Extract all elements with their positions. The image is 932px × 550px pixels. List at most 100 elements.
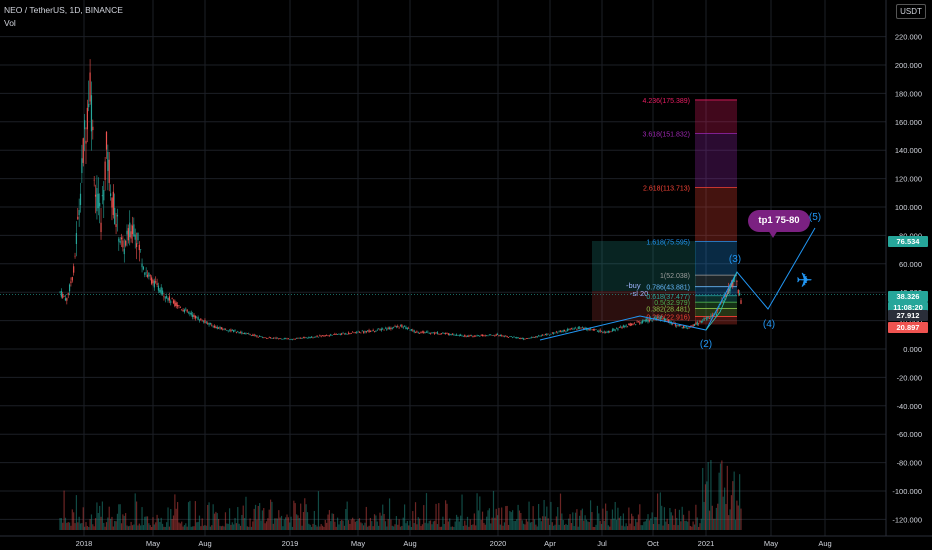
candle-body [321, 335, 324, 336]
volume-bar [268, 509, 270, 530]
candle-body [304, 337, 306, 338]
volume-bar [138, 523, 140, 530]
candle-body [267, 338, 269, 339]
candle-body [591, 329, 593, 331]
candle-body [583, 327, 585, 329]
candle-body [659, 318, 661, 320]
candle-body [521, 338, 523, 339]
volume-bar [402, 517, 404, 530]
candle-body [614, 329, 616, 331]
volume-bar [253, 508, 255, 530]
candle-body [629, 323, 631, 327]
volume-bar [494, 517, 496, 530]
volume-bar [276, 518, 279, 530]
volume-bar [626, 526, 629, 530]
volume-bar [248, 526, 250, 530]
time-tick-label: Aug [818, 539, 831, 548]
candle-body [144, 272, 146, 275]
symbol-title[interactable]: NEO / TetherUS, 1D, BINANCE [4, 5, 123, 15]
candle-body [620, 326, 622, 328]
volume-bar [163, 526, 165, 530]
candle-body [101, 195, 103, 197]
time-axis[interactable]: 2018 May Aug 2019 May Aug 2020 Apr Jul Oct 2021 May… [0, 535, 932, 548]
volume-bar [522, 523, 525, 530]
candle-body [576, 329, 578, 331]
candle-body [256, 335, 258, 337]
candle-body [369, 330, 372, 332]
price-axis[interactable]: 2220.000200.000180.000160.000140.000120.… [885, 0, 932, 550]
candle-body [432, 332, 434, 334]
take-profit-callout[interactable]: tp1 75-80 [748, 210, 810, 232]
volume-bar [595, 524, 597, 530]
fib-level-label: 0.236(22.916) [646, 314, 690, 321]
candle-body [522, 338, 525, 340]
volume-bar [603, 520, 605, 530]
volume-bar [559, 493, 562, 530]
candle-body [127, 228, 129, 241]
volume-bar [687, 521, 689, 530]
candle-body [529, 337, 532, 339]
volume-bar [421, 524, 423, 530]
candle-body [319, 335, 321, 337]
fib-extension[interactable]: 4.236(175.389) 3.618(151.832) 2.618(113.71… [643, 98, 737, 325]
candle-body [413, 330, 415, 333]
volume-bar [471, 525, 473, 530]
candle-body [410, 329, 413, 331]
volume-bar [581, 508, 583, 530]
fib-zone [695, 99, 737, 134]
volume-bar [529, 522, 532, 530]
candle-body [631, 323, 633, 326]
volume-bar [719, 463, 722, 530]
volume-bar [140, 525, 142, 530]
candle-body [447, 333, 449, 335]
candle-body [457, 335, 459, 336]
volume-bar [372, 526, 374, 530]
candle-body [142, 266, 145, 270]
candle-body [402, 327, 404, 328]
candle-body [475, 335, 477, 337]
volume-bar [711, 505, 713, 530]
candle-body [219, 327, 221, 329]
candle-body [252, 334, 254, 336]
volume-bar [267, 518, 269, 530]
volume-bar [285, 517, 287, 530]
volume-bar [261, 510, 263, 530]
volume-bar [499, 524, 501, 530]
candle-body [455, 334, 458, 336]
elliott-wave-projection[interactable]: (2) (3) (4) (5) [539, 212, 821, 350]
volume-bar [259, 503, 261, 530]
volume-bar [451, 526, 454, 530]
volume-bar [66, 522, 68, 530]
candle-body [135, 243, 138, 248]
volume-bar [621, 525, 623, 530]
candle-body [506, 336, 508, 338]
volume-bar [432, 521, 434, 530]
volume-bar [460, 515, 462, 530]
candle-body [700, 321, 702, 323]
volume-bar [82, 507, 84, 530]
candle-body [178, 305, 180, 306]
candle-body [514, 337, 516, 338]
volume-bar [97, 513, 99, 530]
candle-body [574, 327, 577, 329]
long-position-tool[interactable]: -buy-sl 20 [592, 241, 696, 321]
candle-body [341, 333, 343, 335]
candle-body [226, 330, 228, 331]
volume-bar [618, 517, 620, 530]
candle-body [687, 327, 689, 329]
candle-body [637, 321, 640, 322]
position-sl-label: -sl 20 [630, 289, 648, 298]
volume-bar [568, 518, 570, 530]
volume-bar [357, 518, 359, 530]
candle-body [505, 335, 507, 337]
volume-legend[interactable]: Vol [4, 18, 16, 28]
volume-bar [181, 521, 183, 530]
volume-bar [271, 501, 273, 530]
volume-bar [484, 524, 486, 530]
volume-bar [538, 504, 540, 530]
candle-body [429, 333, 432, 335]
currency-badge[interactable]: USDT [896, 4, 926, 19]
candle-body [662, 318, 664, 319]
volume-bar [650, 518, 652, 530]
